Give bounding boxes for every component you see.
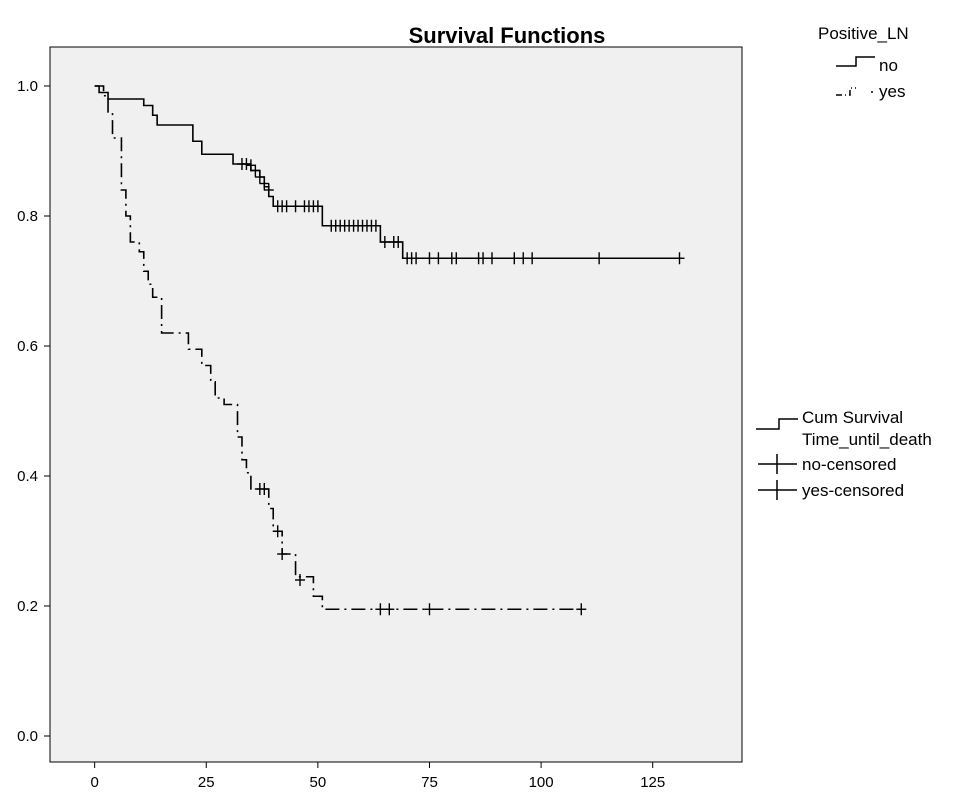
y-tick-label: 0.0: [17, 728, 38, 745]
x-tick-label: 0: [90, 774, 98, 791]
legend-swatch-yes-dot: [871, 91, 873, 93]
legend-swatch-no: [836, 56, 875, 67]
secondary-legend-line1: Cum Survival: [802, 408, 903, 427]
y-tick-label: 0.2: [17, 598, 38, 615]
censor-layer: [236, 158, 685, 616]
legend-label-yes: yes: [879, 82, 905, 101]
secondary-legend-swatch: [756, 418, 798, 430]
y-tick-label: 0.8: [17, 208, 38, 225]
y-tick-label: 1.0: [17, 78, 38, 95]
legend-label-no: no: [879, 56, 898, 75]
plot-area: [49, 46, 743, 763]
x-tick-label: 125: [640, 774, 665, 791]
yes-censored-label: yes-censored: [802, 481, 904, 500]
x-tick-label: 25: [198, 774, 215, 791]
secondary-legend-line2: Time_until_death: [802, 430, 932, 449]
chart-title: Survival Functions: [409, 23, 606, 48]
secondary-legend: Cum Survival Time_until_death no-censore…: [756, 408, 932, 500]
x-tick-label: 50: [310, 774, 327, 791]
legend: Positive_LN no yes: [818, 24, 909, 101]
y-tick-label: 0.6: [17, 338, 38, 355]
legend-title: Positive_LN: [818, 24, 909, 43]
axis-ticks: 0 25 50 75 100 125 0.0 0.2 0.4 0.6 0.8 1.0: [17, 78, 665, 791]
no-censored-label: no-censored: [802, 455, 897, 474]
legend-swatch-yes: [836, 87, 856, 96]
x-tick-label: 100: [529, 774, 554, 791]
x-tick-label: 75: [421, 774, 438, 791]
y-tick-label: 0.4: [17, 468, 38, 485]
